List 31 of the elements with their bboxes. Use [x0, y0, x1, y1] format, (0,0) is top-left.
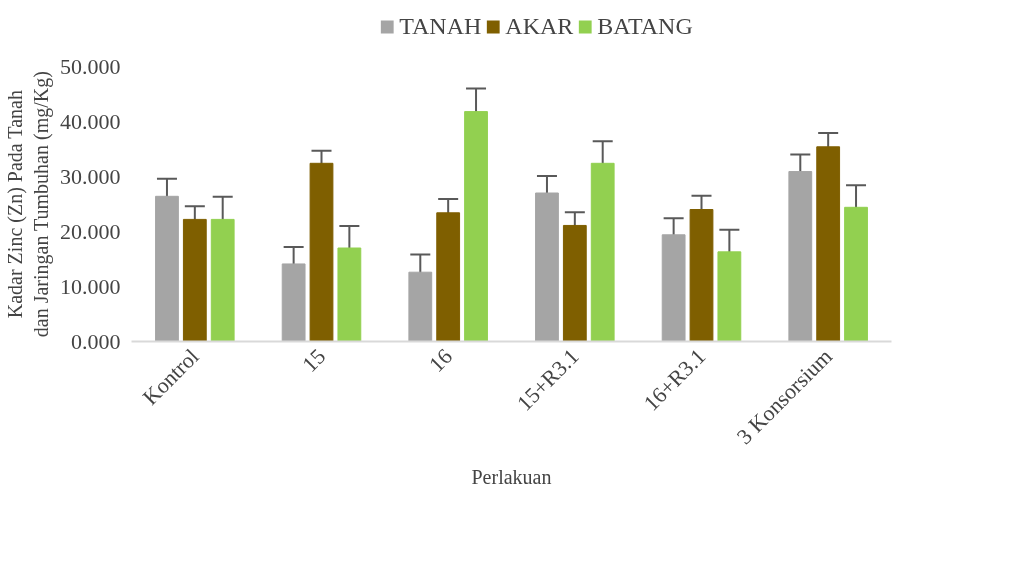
bar	[689, 209, 714, 342]
bar	[535, 192, 559, 342]
y-tick-label: 20.000	[60, 218, 121, 244]
x-tick-label: 16	[423, 343, 458, 377]
y-axis-title: Kadar Zinc (Zn) Pada Tanah dan Jaringan Tumbuhan (mg/Kg)	[3, 71, 53, 338]
x-axis-title: Perlakuan	[471, 465, 552, 488]
bar	[717, 251, 742, 342]
y-tick-label: 0.000	[71, 328, 121, 354]
bar	[337, 247, 362, 342]
legend-label: AKAR	[505, 12, 574, 40]
bar	[155, 195, 179, 342]
x-tick-label: 15	[297, 343, 331, 377]
legend-label: TANAH	[399, 12, 482, 40]
bar	[182, 218, 207, 342]
y-tick-label: 50.000	[60, 53, 121, 79]
legend-label: BATANG	[597, 12, 693, 40]
bar	[844, 206, 868, 342]
bar	[309, 162, 334, 342]
bar	[562, 224, 587, 342]
bar	[816, 146, 841, 342]
bar	[408, 271, 433, 342]
bar	[281, 263, 306, 342]
bar	[436, 212, 461, 342]
bar	[590, 162, 615, 342]
bar	[210, 218, 235, 342]
y-tick-label: 30.000	[60, 163, 121, 189]
y-tick-label: 40.000	[60, 108, 121, 134]
bar	[788, 171, 813, 342]
bar	[464, 111, 488, 342]
y-tick-label: 10.000	[60, 273, 121, 299]
bar	[661, 234, 686, 342]
